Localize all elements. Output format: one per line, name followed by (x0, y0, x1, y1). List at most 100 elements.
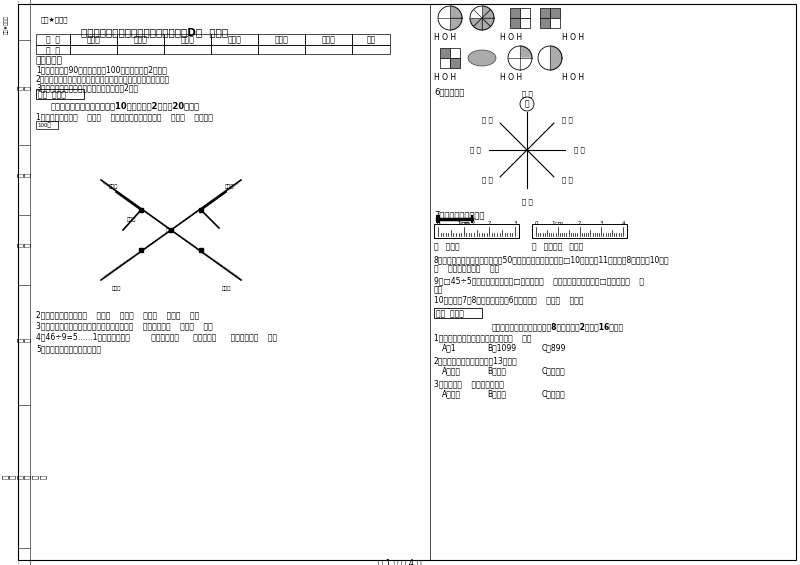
Text: H O H: H O H (434, 33, 456, 42)
Text: 7、量出钉子的长度。: 7、量出钉子的长度。 (434, 210, 484, 219)
Text: 得分  评卷人: 得分 评卷人 (436, 310, 464, 319)
Text: 0: 0 (436, 221, 440, 226)
Text: 5、看图写分数，并比较大小。: 5、看图写分数，并比较大小。 (36, 344, 101, 353)
Bar (36, 121, 58, 129)
Bar (450, 48, 460, 58)
Polygon shape (450, 18, 462, 30)
Text: A、1: A、1 (442, 343, 457, 352)
Polygon shape (482, 18, 490, 30)
Text: 2、请首先按要求在试卷的指定位置填写您的姓名、班级、学号。: 2、请首先按要求在试卷的指定位置填写您的姓名、班级、学号。 (36, 74, 170, 83)
Text: B、可能: B、可能 (487, 389, 506, 398)
Text: （ ）: （ ） (562, 177, 572, 183)
Polygon shape (450, 6, 462, 18)
Text: （ ）: （ ） (482, 177, 492, 183)
Text: 4: 4 (622, 221, 625, 226)
Bar (36, 34, 70, 45)
Polygon shape (474, 18, 482, 30)
Polygon shape (520, 46, 532, 58)
Polygon shape (470, 18, 482, 27)
Text: H O H: H O H (434, 73, 456, 82)
Bar (36, 45, 70, 54)
Polygon shape (520, 58, 532, 70)
Polygon shape (470, 10, 482, 18)
Polygon shape (438, 18, 450, 30)
Text: （ ）: （ ） (574, 147, 584, 153)
Text: 班
级: 班 级 (17, 243, 31, 247)
Text: 小红家: 小红家 (126, 217, 136, 222)
Text: 判断题: 判断题 (181, 36, 194, 45)
Bar (520, 18, 530, 28)
Text: 得分  评卷人: 得分 评卷人 (38, 90, 66, 99)
Text: B、可能: B、可能 (487, 366, 506, 375)
Text: H O H: H O H (500, 33, 522, 42)
Text: 小红家: 小红家 (222, 286, 230, 291)
Text: 填空题: 填空题 (86, 36, 101, 45)
Text: 3、在进位加法中，不管哪一位上的数相加满（    ），都要向（    ）进（    ）。: 3、在进位加法中，不管哪一位上的数相加满（ ），都要向（ ）进（ ）。 (36, 321, 213, 330)
Text: 1cm: 1cm (458, 221, 470, 226)
Bar (117, 45, 164, 54)
Polygon shape (482, 6, 490, 18)
Bar (352, 45, 390, 54)
Bar (550, 8, 560, 18)
Text: 10、时针在7和8之间，分针指向6，这时是（    ）时（    ）分。: 10、时针在7和8之间，分针指向6，这时是（ ）时（ ）分。 (434, 295, 583, 304)
Bar (70, 34, 117, 45)
Bar (305, 34, 352, 45)
Text: 得  分: 得 分 (46, 46, 60, 55)
Bar (434, 308, 482, 318)
Text: ）。: ）。 (434, 285, 443, 294)
Text: 学
校: 学 校 (17, 338, 31, 342)
Text: 100米: 100米 (37, 122, 50, 128)
Text: 2、常用的长度单位有（    ）、（    ）、（    ）、（    ）、（    ）。: 2、常用的长度单位有（ ）、（ ）、（ ）、（ ）、（ ）。 (36, 310, 199, 319)
Text: 密密★自用圈: 密密★自用圈 (41, 16, 69, 23)
Text: A、一定: A、一定 (442, 389, 461, 398)
Text: 6、填一填。: 6、填一填。 (434, 87, 464, 96)
Bar (70, 45, 117, 54)
Text: 第 1 页 共 4 页: 第 1 页 共 4 页 (378, 558, 422, 565)
Text: 9、□45÷5，要使商是两位数，□里最大填（    ），要使商是三位数，□里最小填（    ）: 9、□45÷5，要使商是两位数，□里最大填（ ），要使商是三位数，□里最小填（ … (434, 276, 644, 285)
Bar (36, 89, 84, 99)
Polygon shape (508, 46, 520, 58)
Bar (440, 58, 450, 68)
Text: 学校: 学校 (166, 228, 172, 233)
Text: C、899: C、899 (542, 343, 566, 352)
Text: H O H: H O H (500, 73, 522, 82)
Text: 2: 2 (487, 221, 491, 226)
Text: （ ）: （ ） (482, 117, 492, 123)
Text: 0: 0 (534, 221, 538, 226)
Bar (450, 58, 460, 68)
Bar (540, 8, 550, 18)
Text: 1cm 2: 1cm 2 (458, 221, 475, 226)
Text: 3: 3 (514, 221, 517, 226)
Text: H O H: H O H (562, 73, 584, 82)
Text: 题  号: 题 号 (46, 36, 60, 45)
Text: （   ）厘米（   ）毫米: （ ）厘米（ ）毫米 (532, 242, 583, 251)
Polygon shape (474, 6, 482, 18)
Text: （   ）毫米: （ ）毫米 (434, 242, 460, 251)
Text: 3: 3 (599, 221, 603, 226)
Text: 总分: 总分 (366, 36, 376, 45)
Text: 学
校
（
班
级
）: 学 校 （ 班 级 ） (2, 475, 46, 479)
Bar (520, 8, 530, 18)
Text: 0: 0 (436, 221, 440, 226)
Text: 1、考试时间：90分钟，满分为100分（含卷面分2分）。: 1、考试时间：90分钟，满分为100分（含卷面分2分）。 (36, 65, 167, 74)
Text: 小红家: 小红家 (111, 286, 121, 291)
Text: 2、按农历计算，有的月份有13个月。: 2、按农历计算，有的月份有13个月。 (434, 356, 518, 365)
Bar (164, 34, 211, 45)
Text: C、不可能: C、不可能 (542, 389, 566, 398)
Bar (532, 224, 627, 238)
Bar (550, 18, 560, 28)
Bar (117, 34, 164, 45)
Text: B、1099: B、1099 (487, 343, 516, 352)
Text: （ ）: （ ） (522, 199, 532, 205)
Bar (258, 34, 305, 45)
Text: 计算题: 计算题 (227, 36, 242, 45)
Text: 北: 北 (525, 99, 530, 108)
Bar (211, 45, 258, 54)
Text: （ ）: （ ） (522, 91, 532, 97)
Polygon shape (438, 6, 450, 18)
Text: A、一定: A、一定 (442, 366, 461, 375)
Text: 8、体育老师对第一小组同学进行50米超测跑测试，成绩如下□10秒，小涵11秒，小明8秒，小平10秒，: 8、体育老师对第一小组同学进行50米超测跑测试，成绩如下□10秒，小涵11秒，小… (434, 255, 670, 264)
Text: 4、46÷9=5……1中，被除数是（         ），除数是（      ），商是（      ），余数是（    ）。: 4、46÷9=5……1中，被除数是（ ），除数是（ ），商是（ ），余数是（ ）… (36, 332, 277, 341)
Polygon shape (482, 18, 494, 27)
Bar (305, 45, 352, 54)
